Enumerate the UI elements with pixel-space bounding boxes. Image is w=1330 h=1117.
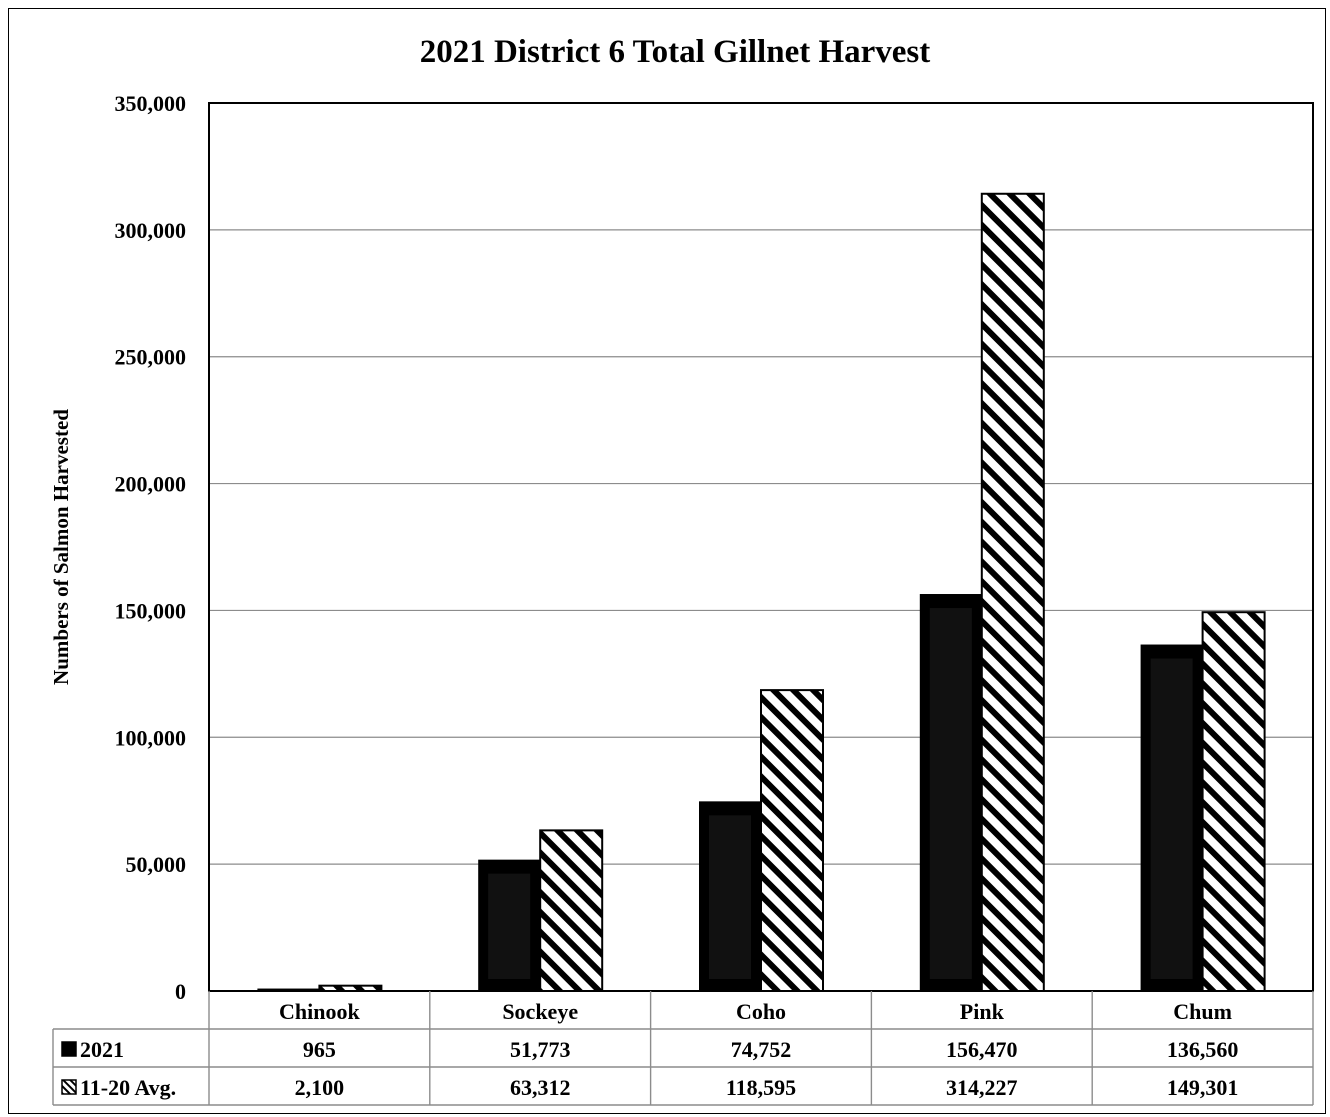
y-axis-label: Numbers of Salmon Harvested xyxy=(49,409,73,685)
bar-2021 xyxy=(257,988,320,991)
data-label: 149,301 xyxy=(1167,1075,1239,1100)
y-tick-label: 250,000 xyxy=(115,345,187,370)
y-tick-label: 150,000 xyxy=(115,598,187,623)
y-tick-label: 50,000 xyxy=(126,852,187,877)
y-tick-label: 300,000 xyxy=(115,218,187,243)
y-tick-label: 100,000 xyxy=(115,725,187,750)
legend-key-2021 xyxy=(61,1041,77,1057)
data-label: 74,752 xyxy=(731,1037,792,1062)
x-tick-label: Pink xyxy=(960,999,1005,1024)
bar-2021-bevel xyxy=(929,608,972,979)
chart-frame xyxy=(8,8,1326,1114)
data-label: 63,312 xyxy=(510,1075,571,1100)
data-label: 51,773 xyxy=(510,1037,571,1062)
legend-series-name: 11-20 Avg. xyxy=(80,1075,176,1100)
bar-11-20-avg xyxy=(1201,611,1266,992)
x-tick-label: Chinook xyxy=(279,999,360,1024)
y-tick-label: 350,000 xyxy=(115,91,187,116)
bar-11-20-avg xyxy=(760,689,824,992)
bar-11-20-avg xyxy=(539,829,604,992)
bar-2021-bevel xyxy=(709,815,751,979)
data-label: 136,560 xyxy=(1167,1037,1239,1062)
data-label: 156,470 xyxy=(946,1037,1018,1062)
bar-11-20-avg xyxy=(318,984,383,992)
data-label: 965 xyxy=(303,1037,336,1062)
chart-title: 2021 District 6 Total Gillnet Harvest xyxy=(420,34,931,70)
x-tick-label: Chum xyxy=(1173,999,1232,1024)
y-tick-label: 0 xyxy=(175,979,186,1004)
legend-key-11-20-avg xyxy=(61,1079,77,1095)
x-tick-label: Coho xyxy=(736,999,786,1024)
y-tick-label: 200,000 xyxy=(115,472,187,497)
data-label: 118,595 xyxy=(726,1075,796,1100)
legend-series-name: 2021 xyxy=(80,1037,124,1062)
bar-11-20-avg xyxy=(980,192,1045,992)
bar-2021-bevel xyxy=(1150,658,1193,979)
data-label: 314,227 xyxy=(946,1075,1018,1100)
x-tick-label: Sockeye xyxy=(502,999,578,1024)
data-label: 2,100 xyxy=(295,1075,345,1100)
bar-2021-bevel xyxy=(488,873,531,979)
